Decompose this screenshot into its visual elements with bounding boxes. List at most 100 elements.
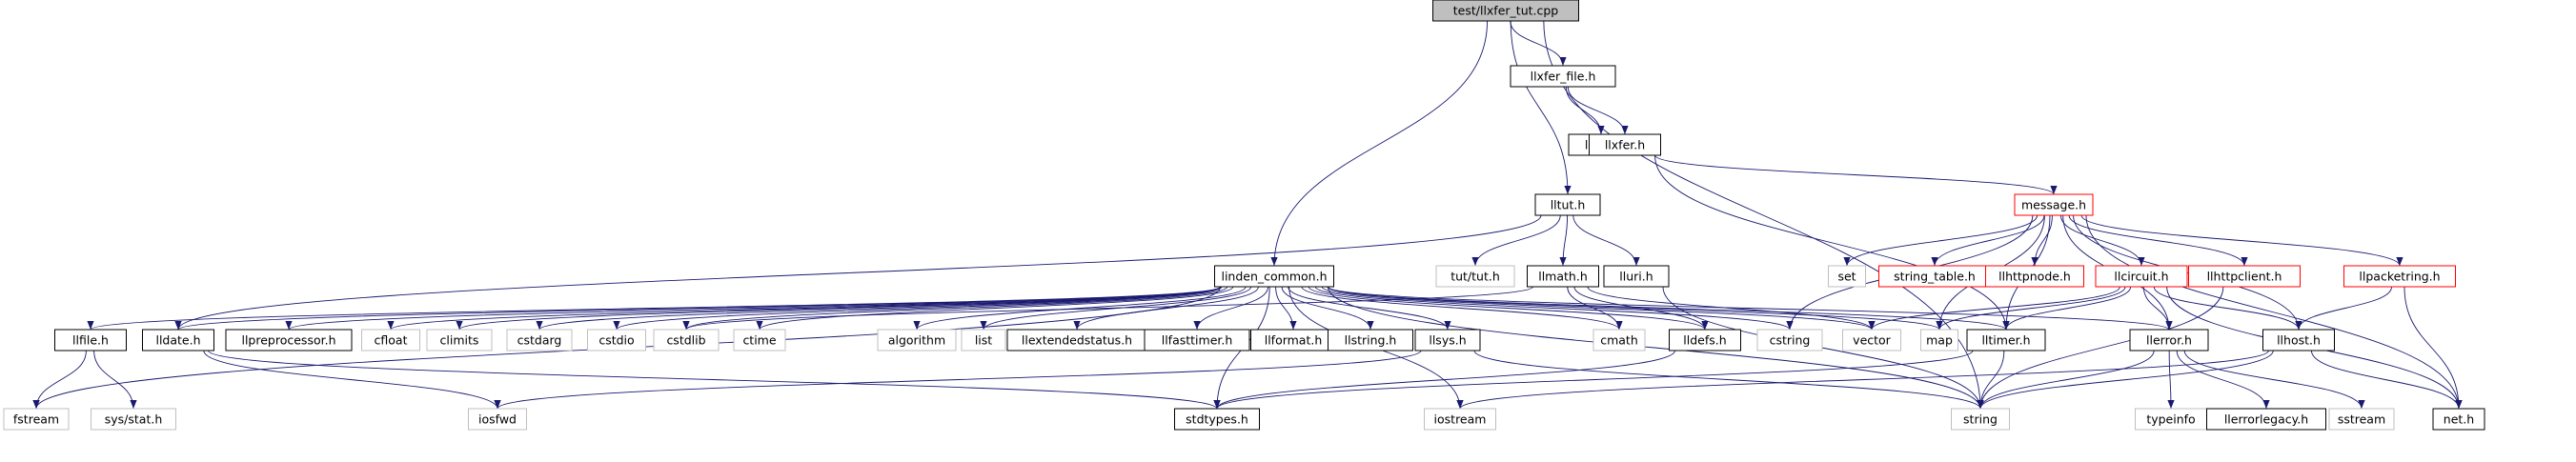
- node-box: [142, 329, 214, 352]
- node-box: [361, 329, 420, 352]
- node-fstream[interactable]: fstream: [3, 408, 70, 431]
- edge-message-to-llpacketring: [2080, 214, 2404, 267]
- node-llformat[interactable]: llformat.h: [1250, 329, 1336, 352]
- node-net[interactable]: net.h: [2432, 408, 2485, 431]
- node-box: [54, 329, 127, 352]
- node-box: [2206, 408, 2326, 431]
- edge-linden-common-to-map: [1327, 286, 1943, 331]
- edge-llerror-to-string: [1977, 350, 2155, 410]
- edge-linden-common-to-cstring: [1314, 286, 1794, 331]
- node-label: ctime: [742, 333, 776, 348]
- node-label: llsys.h: [1429, 333, 1466, 348]
- edge-llfile-to-fstream: [32, 350, 87, 410]
- node-sstream[interactable]: sstream: [2328, 408, 2395, 431]
- node-lldefs[interactable]: lldefs.h: [1669, 329, 1741, 352]
- edge-llcircuit-to-map: [1936, 286, 2126, 331]
- node-llsys[interactable]: llsys.h: [1414, 329, 1481, 352]
- node-llxfer-file[interactable]: llxfer_file.h: [1510, 65, 1616, 88]
- node-cstdlib[interactable]: cstdlib: [653, 329, 720, 352]
- node-label: net.h: [2444, 412, 2474, 427]
- node-box: [1534, 193, 1601, 216]
- node-lluri[interactable]: lluri.h: [1603, 265, 1670, 288]
- node-cstdarg[interactable]: cstdarg: [506, 329, 573, 352]
- node-label: cmath: [1600, 333, 1638, 348]
- node-box: [3, 408, 70, 431]
- node-set[interactable]: set: [1828, 265, 1866, 288]
- node-llhttpclient[interactable]: llhttpclient.h: [2188, 265, 2301, 288]
- node-label: iostream: [1434, 412, 1487, 427]
- node-lltimer[interactable]: lltimer.h: [1966, 329, 2046, 352]
- node-tut[interactable]: tut/tut.h: [1435, 265, 1515, 288]
- edge-linden-common-to-cstdlib: [682, 286, 1228, 331]
- node-llerrorlegacy[interactable]: llerrorlegacy.h: [2206, 408, 2326, 431]
- edge-lldefs-to-stdtypes: [1213, 350, 1675, 410]
- node-typeinfo[interactable]: typeinfo: [2135, 408, 2207, 431]
- node-box: [1144, 329, 1250, 352]
- node-llpacketring[interactable]: llpacketring.h: [2343, 265, 2456, 288]
- node-stdtypes[interactable]: stdtypes.h: [1174, 408, 1260, 431]
- edge-layer: [32, 20, 2463, 410]
- node-list[interactable]: list: [961, 329, 1006, 352]
- node-box: [1328, 329, 1413, 352]
- node-llextendedstatus[interactable]: llextendedstatus.h: [1006, 329, 1147, 352]
- node-iostream[interactable]: iostream: [1424, 408, 1496, 431]
- node-box: [2343, 265, 2456, 288]
- edge-root-to-linden-common: [1270, 20, 1489, 267]
- node-box: [91, 408, 176, 431]
- node-map[interactable]: map: [1920, 329, 1958, 352]
- edge-linden-common-to-lldate: [174, 286, 1221, 331]
- node-ctime[interactable]: ctime: [733, 329, 786, 352]
- node-climits[interactable]: climits: [426, 329, 493, 352]
- node-label: string: [1963, 412, 1998, 427]
- node-algorithm[interactable]: algorithm: [877, 329, 957, 352]
- node-llhttpnode[interactable]: llhttpnode.h: [1985, 265, 2084, 288]
- edge-linden-common-to-vector: [1321, 286, 1876, 331]
- node-box: [1592, 329, 1646, 352]
- edge-llxfer-file-to-lldir: [1565, 86, 1605, 135]
- node-cfloat[interactable]: cfloat: [361, 329, 420, 352]
- node-vector[interactable]: vector: [1842, 329, 1901, 352]
- edge-llxfer-to-message: [1654, 154, 2058, 195]
- node-linden-common[interactable]: linden_common.h: [1214, 265, 1334, 288]
- node-label: sstream: [2338, 412, 2385, 427]
- edge-lltut-to-llmath: [1559, 214, 1569, 267]
- node-llcircuit[interactable]: llcircuit.h: [2095, 265, 2188, 288]
- node-label: llxfer.h: [1605, 138, 1645, 152]
- node-iosfwd[interactable]: iosfwd: [468, 408, 527, 431]
- node-llmath[interactable]: llmath.h: [1527, 265, 1599, 288]
- node-lldate[interactable]: lldate.h: [142, 329, 214, 352]
- node-string[interactable]: string: [1951, 408, 2010, 431]
- edge-lldate-to-iosfwd: [203, 350, 501, 410]
- node-label: llpreprocessor.h: [241, 333, 335, 348]
- node-label: iosfwd: [478, 412, 517, 427]
- node-box: [1174, 408, 1260, 431]
- edge-llhost-to-string: [1977, 350, 2274, 410]
- node-message[interactable]: message.h: [2014, 193, 2094, 216]
- node-label: cstdio: [598, 333, 634, 348]
- node-llstring[interactable]: llstring.h: [1328, 329, 1413, 352]
- node-root[interactable]: test/llxfer_tut.cpp: [1432, 0, 1579, 22]
- node-label: algorithm: [888, 333, 945, 348]
- node-string-table[interactable]: string_table.h: [1878, 265, 1991, 288]
- node-llhost[interactable]: llhost.h: [2262, 329, 2335, 352]
- edge-linden-common-to-ctime: [756, 286, 1234, 331]
- node-cstdio[interactable]: cstdio: [587, 329, 646, 352]
- edge-llerror-to-typeinfo: [2167, 350, 2175, 410]
- node-llfasttimer[interactable]: llfasttimer.h: [1144, 329, 1250, 352]
- node-label: llformat.h: [1265, 333, 1323, 348]
- node-box: [2095, 265, 2188, 288]
- node-sys-stat[interactable]: sys/stat.h: [91, 408, 176, 431]
- node-label: llcircuit.h: [2114, 270, 2168, 284]
- node-box: [2014, 193, 2094, 216]
- node-cmath[interactable]: cmath: [1592, 329, 1646, 352]
- edge-llhttpclient-to-string: [1977, 286, 2224, 410]
- edge-message-to-llhttpnode: [2031, 214, 2053, 267]
- node-llerror[interactable]: llerror.h: [2129, 329, 2209, 352]
- node-llpreprocessor[interactable]: llpreprocessor.h: [225, 329, 353, 352]
- node-label: llstring.h: [1345, 333, 1397, 348]
- node-llfile[interactable]: llfile.h: [54, 329, 127, 352]
- node-lltut[interactable]: lltut.h: [1534, 193, 1601, 216]
- node-cstring[interactable]: cstring: [1756, 329, 1823, 352]
- node-llxfer[interactable]: llxfer.h: [1589, 133, 1661, 156]
- node-box: [1214, 265, 1334, 288]
